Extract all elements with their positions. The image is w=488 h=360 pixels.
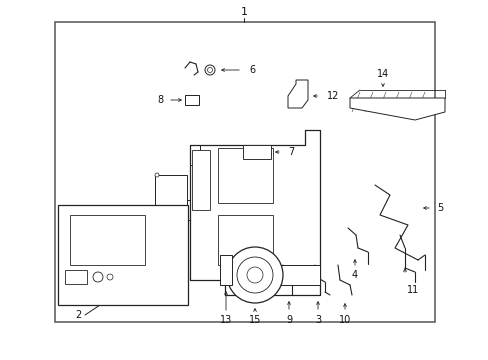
Text: 5: 5	[436, 203, 442, 213]
Text: 11: 11	[406, 285, 418, 295]
Text: 13: 13	[220, 315, 232, 325]
Circle shape	[226, 247, 283, 303]
Bar	[243, 145, 270, 159]
Bar	[224, 265, 319, 285]
Text: 10: 10	[338, 315, 350, 325]
Bar	[55, 22, 434, 322]
Text: 14: 14	[376, 69, 388, 79]
Text: 2: 2	[75, 310, 81, 320]
Text: 7: 7	[287, 147, 293, 157]
Circle shape	[155, 173, 159, 177]
Text: 8: 8	[157, 95, 163, 105]
Bar	[220, 255, 231, 285]
Circle shape	[237, 257, 272, 293]
Bar	[218, 148, 272, 203]
Circle shape	[246, 267, 263, 283]
Bar	[70, 215, 145, 265]
Circle shape	[107, 274, 113, 280]
Polygon shape	[349, 98, 444, 120]
Text: 1: 1	[240, 7, 247, 17]
Text: 3: 3	[314, 315, 321, 325]
Circle shape	[93, 272, 103, 282]
Polygon shape	[287, 80, 307, 108]
Bar	[58, 205, 187, 305]
Circle shape	[204, 65, 215, 75]
Text: 12: 12	[326, 91, 339, 101]
Text: 4: 4	[351, 270, 357, 280]
Text: 15: 15	[248, 315, 261, 325]
Bar	[192, 150, 209, 210]
Text: 9: 9	[285, 315, 291, 325]
Text: 6: 6	[248, 65, 255, 75]
Bar	[184, 95, 199, 105]
Bar	[155, 175, 186, 225]
Circle shape	[207, 68, 212, 72]
Bar	[218, 215, 272, 265]
Bar	[65, 270, 87, 284]
